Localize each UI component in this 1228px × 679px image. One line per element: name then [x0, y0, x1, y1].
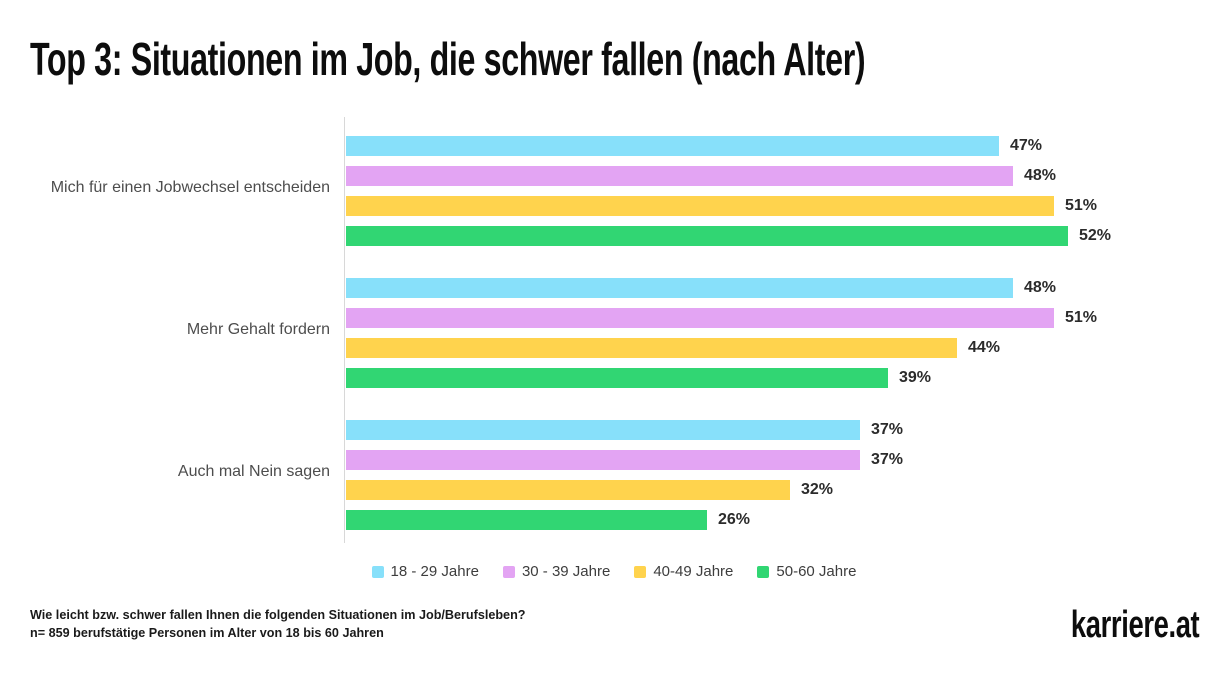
- value-label: 51%: [1065, 197, 1098, 214]
- footnote: Wie leicht bzw. schwer fallen Ihnen die …: [30, 606, 525, 642]
- bar-row: 48%: [346, 278, 1056, 298]
- y-axis-line: [344, 117, 345, 543]
- bar-row: 47%: [346, 136, 1042, 156]
- bar-50-60-jahre: [346, 368, 888, 388]
- category-group-auch-mal-nein-sagen: Auch mal Nein sagen 37% 37% 32% 26%: [0, 401, 1228, 543]
- category-label: Mehr Gehalt fordern: [186, 321, 330, 338]
- legend-item-18-29-jahre: 18 - 29 Jahre: [371, 563, 479, 580]
- bar-row: 51%: [346, 196, 1097, 216]
- legend: 18 - 29 Jahre 30 - 39 Jahre 40-49 Jahre 50-…: [0, 563, 1228, 580]
- karriere-at-logo: karriere.at: [1070, 604, 1200, 646]
- bar-18-29-jahre: [346, 278, 1013, 298]
- bar-30-39-jahre: [346, 166, 1013, 186]
- legend-swatch: [634, 565, 647, 578]
- value-label: 37%: [871, 421, 904, 438]
- category-group-mich-f-r-einen-jobwechsel-entscheiden: Mich für einen Jobwechsel entscheiden 47%…: [0, 117, 1228, 259]
- value-label: 39%: [899, 369, 932, 386]
- footnote-sample: n= 859 berufstätige Personen im Alter vo…: [30, 625, 384, 640]
- chart: Mich für einen Jobwechsel entscheiden 47%…: [0, 117, 1228, 543]
- legend-label: 30 - 39 Jahre: [521, 563, 611, 580]
- legend-swatch: [371, 565, 384, 578]
- bar-40-49-jahre: [346, 480, 790, 500]
- value-label: 37%: [871, 451, 904, 468]
- bar-50-60-jahre: [346, 510, 707, 530]
- value-label: 47%: [1010, 137, 1043, 154]
- value-label: 32%: [801, 481, 834, 498]
- legend-swatch: [502, 565, 515, 578]
- value-label: 48%: [1024, 167, 1057, 184]
- bar-row: 44%: [346, 338, 1000, 358]
- bar-row: 37%: [346, 420, 903, 440]
- footnote-question: Wie leicht bzw. schwer fallen Ihnen die …: [30, 607, 526, 622]
- bar-30-39-jahre: [346, 450, 860, 470]
- bar-40-49-jahre: [346, 196, 1054, 216]
- bar-18-29-jahre: [346, 136, 999, 156]
- value-label: 48%: [1024, 279, 1057, 296]
- value-label: 26%: [718, 511, 751, 528]
- bar-row: 48%: [346, 166, 1056, 186]
- bar-50-60-jahre: [346, 226, 1068, 246]
- bar-row: 26%: [346, 510, 750, 530]
- legend-item-40-49-jahre: 40-49 Jahre: [634, 563, 733, 580]
- legend-item-50-60-jahre: 50-60 Jahre: [757, 563, 856, 580]
- bar-30-39-jahre: [346, 308, 1054, 328]
- bar-row: 39%: [346, 368, 931, 388]
- bar-18-29-jahre: [346, 420, 860, 440]
- legend-swatch: [757, 565, 770, 578]
- bar-row: 51%: [346, 308, 1097, 328]
- legend-item-30-39-jahre: 30 - 39 Jahre: [502, 563, 611, 580]
- value-label: 52%: [1079, 227, 1112, 244]
- legend-label: 40-49 Jahre: [653, 563, 734, 580]
- bar-row: 52%: [346, 226, 1111, 246]
- category-label: Auch mal Nein sagen: [177, 463, 330, 480]
- bar-row: 37%: [346, 450, 903, 470]
- category-label: Mich für einen Jobwechsel entscheiden: [50, 179, 330, 196]
- legend-label: 18 - 29 Jahre: [390, 563, 479, 580]
- legend-label: 50-60 Jahre: [776, 563, 857, 580]
- value-label: 44%: [968, 339, 1001, 356]
- chart-title: Top 3: Situationen im Job, die schwer fa…: [30, 33, 866, 85]
- bar-row: 32%: [346, 480, 833, 500]
- category-group-mehr-gehalt-fordern: Mehr Gehalt fordern 48% 51% 44% 39%: [0, 259, 1228, 401]
- value-label: 51%: [1065, 309, 1098, 326]
- bar-40-49-jahre: [346, 338, 957, 358]
